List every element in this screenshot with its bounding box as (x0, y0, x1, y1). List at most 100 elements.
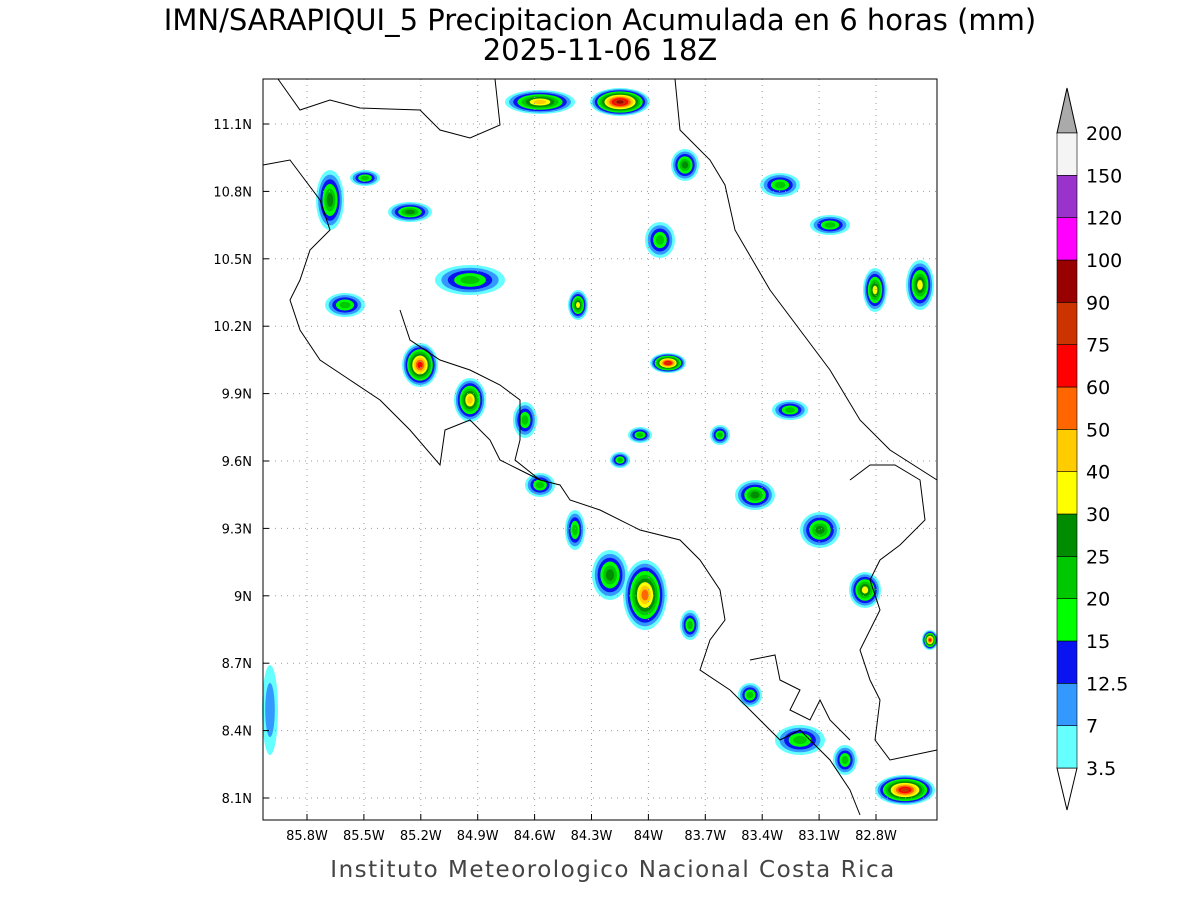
caribbean-coast (674, 78, 938, 481)
level-label: 90 (1086, 292, 1110, 314)
color-swatch (1056, 386, 1078, 430)
level-label: 100 (1086, 250, 1122, 272)
level-label: 3.5 (1086, 758, 1116, 780)
color-swatch (1056, 683, 1078, 726)
lon-label: 83.7W (684, 829, 726, 844)
grid: 85.8W 85.5W 85.2W 84.9W 84.6W 84.3W 84W 83.7W 83… (213, 79, 937, 844)
level-label: 7 (1086, 716, 1098, 738)
precip-cell (360, 175, 370, 181)
lat-label: 9N (234, 590, 252, 605)
precip-cell (681, 161, 689, 169)
precip-cell (655, 235, 665, 245)
level-label: 40 (1086, 462, 1110, 484)
lon-label: 84W (634, 829, 664, 844)
map-frame (262, 78, 938, 821)
color-swatch (1056, 175, 1078, 218)
title: IMN/SARAPIQUI_5 Precipitacion Acumulada … (164, 3, 1036, 37)
colorbar: 3.5 7 12.5 15 20 25 30 40 50 60 75 90 100 120 150 200 (1056, 87, 1128, 811)
under-triangle (1056, 767, 1078, 811)
lon-label: 84.3W (571, 829, 613, 844)
precip-cell (928, 638, 932, 642)
precip-cell (467, 396, 473, 404)
lon-label: 84.6W (514, 829, 556, 844)
lon-label: 83.4W (741, 829, 783, 844)
precip-cell (824, 222, 836, 228)
color-swatch (1056, 429, 1078, 472)
coastline (262, 78, 938, 816)
precip-cell (265, 683, 275, 737)
lat-label: 8.4N (222, 725, 252, 740)
precip-cell (617, 457, 623, 463)
color-swatch (1056, 513, 1078, 557)
precip-cell (404, 209, 416, 215)
lat-label: 9.9N (222, 388, 252, 403)
precip-cell (572, 524, 578, 536)
gulf-nicoya (399, 309, 541, 481)
precip-cell (417, 361, 423, 369)
precip-cell (339, 301, 351, 309)
precip-cell (576, 302, 580, 308)
lat-label: 8.1N (222, 792, 252, 807)
footer: Instituto Meteorologico Nacional Costa R… (330, 857, 895, 883)
level-label: 75 (1086, 335, 1110, 357)
lat-label: 9.3N (222, 522, 252, 537)
lat-label: 10.2N (213, 320, 252, 335)
level-label: 20 (1086, 589, 1110, 611)
precip-cell (616, 100, 624, 104)
precip-cell (535, 481, 545, 489)
lat-label: 8.7N (222, 657, 252, 672)
precipitation-field (262, 88, 938, 805)
precip-cell (901, 788, 909, 792)
precip-cell (785, 407, 795, 413)
subtitle: 2025-11-06 18Z (483, 33, 718, 67)
precip-cell (872, 285, 878, 295)
border-nicaragua (277, 78, 501, 139)
color-swatch (1056, 598, 1078, 642)
lat-label: 10.8N (213, 185, 252, 200)
lat-label: 10.5N (213, 253, 252, 268)
lon-label: 85.8W (286, 829, 328, 844)
precip-cell (750, 491, 760, 499)
precip-cell (687, 620, 693, 630)
color-swatch (1056, 302, 1078, 345)
color-swatch (1056, 344, 1078, 388)
color-swatch (1056, 725, 1078, 769)
level-label: 12.5 (1086, 673, 1128, 695)
level-label: 120 (1086, 208, 1122, 230)
level-label: 30 (1086, 504, 1110, 526)
precip-cell (717, 432, 723, 438)
level-label: 60 (1086, 377, 1110, 399)
precip-cell (605, 569, 615, 581)
color-swatch (1056, 471, 1078, 515)
precip-cell (861, 586, 869, 594)
precip-cell (746, 691, 754, 699)
lon-label: 85.5W (343, 829, 385, 844)
level-label: 200 (1086, 123, 1122, 145)
precip-cell (774, 181, 786, 189)
over-triangle (1056, 87, 1078, 134)
precip-cell (460, 275, 480, 285)
level-label: 25 (1086, 546, 1110, 568)
level-label: 50 (1086, 419, 1110, 441)
precip-cell (636, 432, 644, 438)
color-swatch (1056, 259, 1078, 303)
precip-cell (815, 525, 825, 535)
lat-label: 9.6N (222, 455, 252, 470)
lat-label: 11.1N (213, 118, 252, 133)
precip-cell (326, 193, 334, 207)
color-swatch (1056, 556, 1078, 599)
osa-peninsula (749, 654, 851, 741)
level-label: 150 (1086, 165, 1122, 187)
lon-label: 83.1W (798, 829, 840, 844)
precip-cell (917, 280, 923, 290)
color-swatch (1056, 640, 1078, 684)
precip-cell (521, 415, 529, 425)
precip-cell (841, 755, 849, 765)
lon-label: 85.2W (400, 829, 442, 844)
color-swatch (1056, 217, 1078, 261)
lon-label: 84.9W (457, 829, 499, 844)
color-swatch (1056, 132, 1078, 176)
precip-cell (533, 99, 547, 105)
